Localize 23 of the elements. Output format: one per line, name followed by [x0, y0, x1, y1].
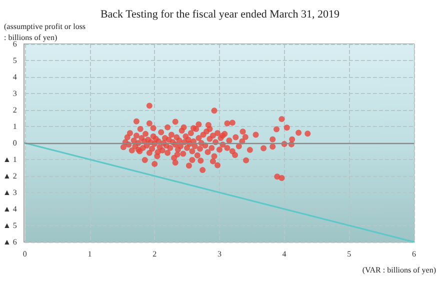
x-tick-label: 2 — [152, 250, 157, 258]
x-tick-label: 5 — [347, 250, 352, 258]
y-tick-label: 3 — [12, 89, 17, 98]
x-tick-label: 6 — [412, 250, 416, 258]
chart-title: Back Testing for the fiscal year ended March 31, 2019 — [100, 8, 340, 20]
y-axis-title: (assumptive profit or loss : billions of yen) — [4, 22, 86, 42]
x-tick-label: 4 — [282, 250, 286, 258]
x-axis-title: (VAR : billions of yen) — [362, 266, 436, 274]
y-tick-label: 6 — [12, 40, 17, 48]
y-tick-label: ▲ 5 — [2, 221, 17, 230]
y-tick-label: ▲ 6 — [2, 238, 17, 246]
y-tick-label: ▲ 2 — [2, 172, 17, 180]
y-tick-label: 5 — [12, 56, 17, 65]
y-tick-label: 1 — [12, 122, 17, 131]
y-tick-label: ▲ 3 — [2, 188, 17, 197]
x-tick-label: 1 — [88, 250, 92, 258]
y-tick-label: ▲ 4 — [2, 204, 17, 214]
x-tick-label: 3 — [217, 250, 222, 258]
x-tick-label: 0 — [22, 250, 27, 258]
y-tick-label: 4 — [12, 72, 17, 82]
y-tick-label: ▲ 1 — [2, 155, 17, 164]
y-tick-label: 0 — [12, 138, 17, 148]
y-tick-label: 2 — [12, 106, 17, 114]
